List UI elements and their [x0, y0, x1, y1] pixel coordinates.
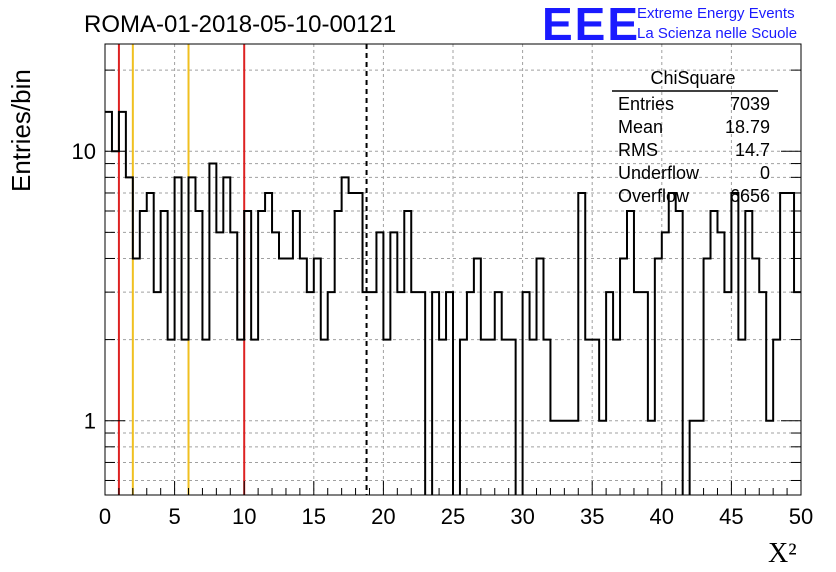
x-tick-label: 10 — [232, 504, 256, 529]
stats-value: 7039 — [730, 94, 770, 114]
stats-value: 6656 — [730, 186, 770, 206]
plot-frame — [104, 43, 802, 496]
x-tick-label: 0 — [99, 504, 111, 529]
stats-value: 18.79 — [725, 117, 770, 137]
stats-label: Overflow — [618, 186, 690, 206]
x-tick-label: 15 — [302, 504, 326, 529]
stats-value: 14.7 — [735, 140, 770, 160]
stats-box: ChiSquare Entries 7039 Mean 18.79 RMS 14.7 Und… — [612, 68, 778, 206]
x-tick-label: 45 — [719, 504, 743, 529]
x-tick-label: 40 — [650, 504, 674, 529]
stats-value: 0 — [760, 163, 770, 183]
histogram-line — [105, 110, 801, 495]
chart-title: ROMA-01-2018-05-10-00121 — [84, 11, 396, 38]
eee-logo: EEE Extreme Energy Events La Scienza nel… — [542, 0, 797, 50]
logo-line-2: La Scienza nelle Scuole — [637, 25, 797, 42]
y-tick-label: 1 — [84, 409, 96, 434]
x-tick-label: 25 — [441, 504, 465, 529]
stats-title: ChiSquare — [650, 68, 735, 88]
stats-label: RMS — [618, 140, 658, 160]
x-tick-label: 35 — [580, 504, 604, 529]
stats-label: Entries — [618, 94, 674, 114]
x-tick-label: 30 — [510, 504, 534, 529]
stats-label: Mean — [618, 117, 663, 137]
x-tick-label: 5 — [168, 504, 180, 529]
stats-label: Underflow — [618, 163, 700, 183]
x-axis-label: X² — [768, 538, 797, 569]
axis-ticks: 0 5 10 15 20 25 30 35 40 45 50 1 10 — [72, 69, 813, 529]
x-tick-label: 50 — [789, 504, 813, 529]
logo-mark: EEE — [542, 0, 640, 50]
histogram — [105, 110, 801, 495]
logo-line-1: Extreme Energy Events — [637, 5, 795, 22]
x-tick-label: 20 — [371, 504, 395, 529]
y-tick-label: 10 — [72, 139, 96, 164]
y-axis-label: Entries/bin — [6, 69, 36, 192]
